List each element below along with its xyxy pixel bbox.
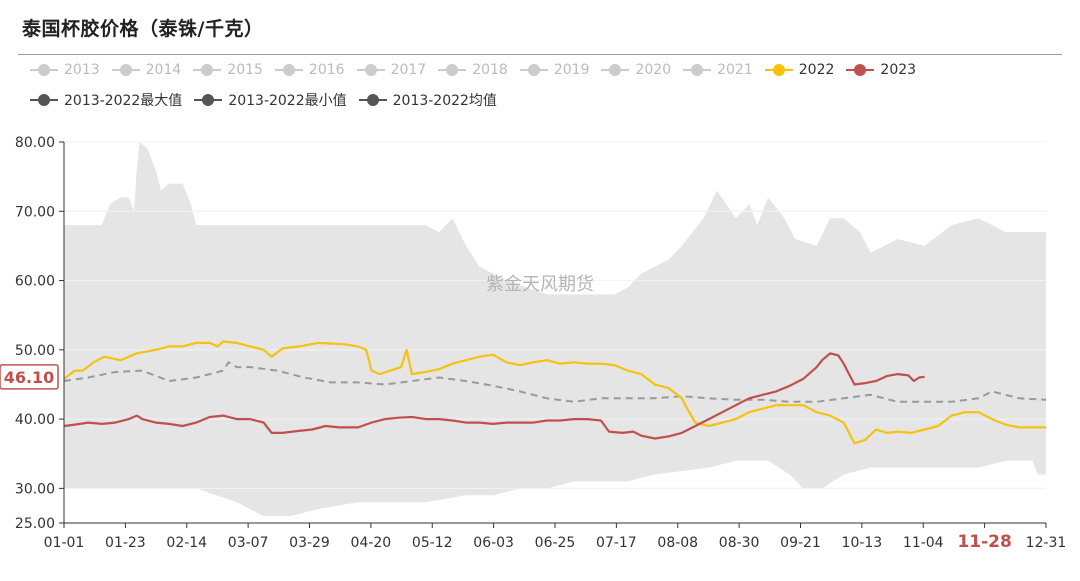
legend-label: 2019 xyxy=(553,62,590,78)
watermark: 紫金天风期货 xyxy=(486,274,594,295)
x-tick-label: 03-29 xyxy=(289,535,330,551)
legend-label: 2021 xyxy=(717,62,753,78)
legend-marker-icon xyxy=(111,64,140,76)
x-tick-label: 06-25 xyxy=(535,535,576,551)
legend-marker-icon xyxy=(274,64,303,76)
legend-marker-icon xyxy=(438,64,467,76)
legend-marker-icon xyxy=(764,64,793,76)
x-tick-label-highlighted: 11-28 xyxy=(957,532,1011,552)
x-tick-label: 04-20 xyxy=(351,535,392,551)
legend-row-years: 2013 2014 2015 2016 2017 2018 2019 2020 2021 2022… xyxy=(30,60,928,80)
y-tick-label: 70.00 xyxy=(15,204,55,220)
legend-label: 2013 xyxy=(64,62,100,78)
legend-item[interactable]: 2013 xyxy=(30,60,100,80)
legend-label: 2023 xyxy=(880,62,917,78)
x-tick-label: 11-04 xyxy=(903,535,944,551)
legend-marker-icon xyxy=(194,94,223,106)
legend-marker-icon xyxy=(30,94,58,106)
legend-marker-icon xyxy=(358,94,387,106)
legend-marker-icon xyxy=(683,64,712,76)
x-tick-label: 08-08 xyxy=(657,535,698,551)
x-tick-label: 01-23 xyxy=(105,535,146,551)
series-line-2013-2022均值 xyxy=(63,361,1047,403)
legend-item[interactable]: 2017 xyxy=(356,60,427,80)
current-value-label: 46.10 xyxy=(4,368,55,387)
legend-marker-icon xyxy=(356,64,385,76)
legend-item[interactable]: 2022 xyxy=(764,60,835,80)
legend-label: 2013-2022最大值 xyxy=(64,93,183,109)
x-tick-label: 03-07 xyxy=(228,535,269,551)
x-tick-label: 05-12 xyxy=(412,535,453,551)
legend-label: 2016 xyxy=(308,62,345,78)
legend-item[interactable]: 2016 xyxy=(274,60,345,80)
legend-row-stats: 2013-2022最大值 2013-2022最小值 2013-2022均值 xyxy=(30,90,509,110)
legend-item[interactable]: 2019 xyxy=(519,60,590,80)
x-tick-label: 01-01 xyxy=(44,535,85,551)
legend-marker-icon xyxy=(193,64,222,76)
x-tick-label: 08-30 xyxy=(719,535,760,551)
legend-label: 2014 xyxy=(145,62,182,78)
x-tick-label: 02-14 xyxy=(166,535,207,551)
legend-item[interactable]: 2013-2022均值 xyxy=(358,90,497,110)
y-tick-label: 25.00 xyxy=(15,516,55,532)
legend-label: 2015 xyxy=(227,62,263,78)
legend-item[interactable]: 2020 xyxy=(601,60,671,80)
title-divider xyxy=(18,54,1062,55)
chart-title: 泰国杯胶价格（泰铢/千克） xyxy=(22,18,264,40)
x-tick-label: 12-31 xyxy=(1026,535,1067,551)
legend-label: 2017 xyxy=(390,62,427,78)
x-tick-label: 10-13 xyxy=(842,535,883,551)
legend-item[interactable]: 2014 xyxy=(111,60,182,80)
y-tick-label: 40.00 xyxy=(15,412,55,428)
legend-label: 2013-2022均值 xyxy=(392,93,497,109)
current-value-box xyxy=(0,364,59,390)
legend-item[interactable]: 2013-2022最小值 xyxy=(194,90,347,110)
y-tick-label: 30.00 xyxy=(15,481,55,497)
y-tick-label: 80.00 xyxy=(15,135,55,151)
legend-item[interactable]: 2023 xyxy=(846,60,916,80)
legend-marker-icon xyxy=(846,64,875,76)
legend-label: 2013-2022最小值 xyxy=(228,93,347,109)
series-line-2023 xyxy=(63,352,925,440)
legend-marker-icon xyxy=(30,64,58,76)
legend-item[interactable]: 2021 xyxy=(683,60,753,80)
legend-marker-icon xyxy=(519,64,548,76)
legend-label: 2022 xyxy=(798,62,835,78)
legend-item[interactable]: 2018 xyxy=(438,60,508,80)
x-tick-label: 07-17 xyxy=(596,535,637,551)
series-range-band xyxy=(64,142,1046,517)
legend-item[interactable]: 2013-2022最大值 xyxy=(30,90,182,110)
legend-marker-icon xyxy=(601,64,630,76)
y-tick-label: 50.00 xyxy=(15,343,55,359)
series-line-2022 xyxy=(63,340,1046,445)
y-tick-label: 60.00 xyxy=(15,274,55,290)
legend-label: 2020 xyxy=(635,62,672,78)
legend-label: 2018 xyxy=(472,62,508,78)
legend-item[interactable]: 2015 xyxy=(193,60,263,80)
x-tick-label: 06-03 xyxy=(473,535,514,551)
x-tick-label: 09-21 xyxy=(780,535,821,551)
